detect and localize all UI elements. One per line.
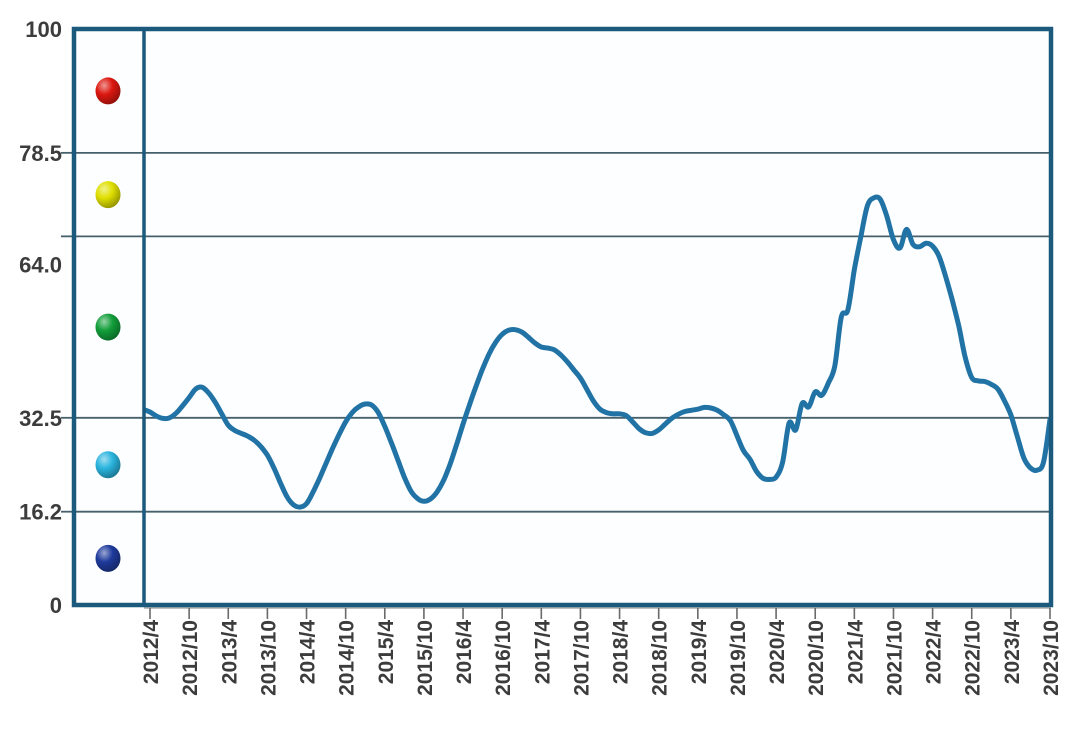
index-line: [144, 194, 1051, 510]
x-tick-label: 2021/10: [883, 620, 906, 696]
plot-background: [74, 29, 1051, 605]
y-tick-label: 16.2: [19, 500, 62, 525]
x-tick-label: 2022/4: [923, 620, 946, 685]
dark-blue-light-dot: [95, 544, 121, 572]
yellow-light-dot: [95, 181, 121, 209]
y-tick-label: 78.5: [19, 141, 62, 166]
x-tick-label: 2021/4: [844, 620, 867, 685]
y-tick-label: 64.0: [19, 252, 62, 277]
y-tick-label: 100: [25, 17, 62, 42]
plot-frame: [71, 26, 1054, 608]
x-tick-label: 2019/4: [688, 620, 711, 685]
x-tick-label: 2018/10: [649, 620, 672, 696]
x-tick-label: 2012/10: [179, 620, 202, 696]
green-light-dot: [95, 313, 121, 341]
x-tick-label: 2022/10: [962, 620, 985, 696]
x-tick-label: 2018/4: [610, 620, 633, 685]
x-tick-label: 2017/4: [531, 620, 554, 685]
x-tick-label: 2014/10: [336, 620, 359, 696]
light-blue-light-dot: [95, 451, 121, 479]
y-tick-label: 32.5: [19, 406, 62, 431]
y-tick-label: 0: [50, 593, 62, 618]
x-tick-label: 2017/10: [570, 620, 593, 696]
x-tick-label: 2020/10: [805, 620, 828, 696]
x-tick-label: 2013/10: [257, 620, 280, 696]
x-tick-label: 2014/4: [297, 620, 320, 685]
x-tick-label: 2015/4: [375, 620, 398, 685]
x-tick-label: 2023/4: [1001, 620, 1024, 685]
x-tick-label: 2012/4: [140, 620, 163, 685]
x-tick-label: 2019/10: [727, 620, 750, 696]
x-tick-label: 2023/10: [1040, 620, 1063, 696]
x-tick-label: 2016/4: [453, 620, 476, 685]
x-tick-label: 2016/10: [492, 620, 515, 696]
x-tick-label: 2015/10: [414, 620, 437, 696]
x-tick-label: 2013/4: [218, 620, 241, 685]
x-tick-label: 2020/4: [766, 620, 789, 685]
red-light-dot: [95, 77, 121, 105]
